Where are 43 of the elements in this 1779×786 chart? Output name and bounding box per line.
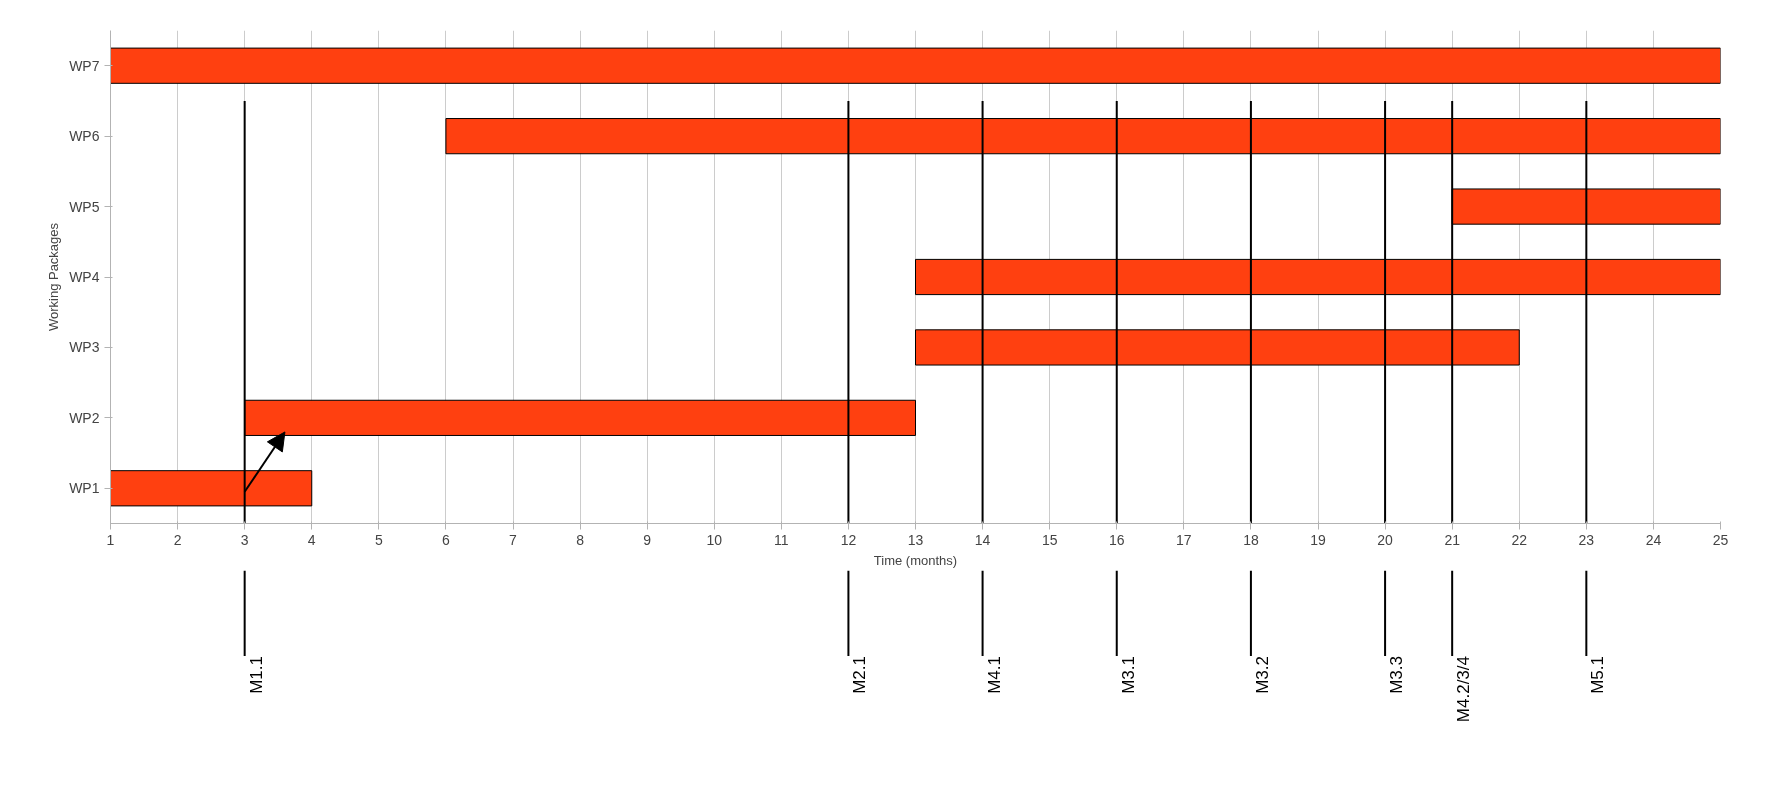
x-tick-label: 21: [1444, 531, 1461, 548]
x-tick-label: 16: [1108, 531, 1125, 548]
x-tick-label: 9: [643, 531, 652, 548]
ref-line-label: M2.1: [850, 656, 870, 694]
x-tick-label: 2: [173, 531, 182, 548]
y-tick-label: WP3: [69, 339, 100, 356]
ref-line-label: M5.1: [1588, 656, 1608, 694]
ref-line-label: M3.1: [1118, 656, 1138, 694]
ref-line-label: M3.3: [1387, 656, 1407, 694]
x-tick-label: 23: [1578, 531, 1595, 548]
y-axis-title: Working Packages: [46, 222, 62, 332]
x-tick-label: 18: [1243, 531, 1259, 548]
x-tick-label: 12: [840, 531, 857, 548]
x-tick-label: 11: [774, 531, 789, 548]
x-tick-label: 19: [1310, 531, 1326, 548]
x-tick-label: 24: [1645, 531, 1662, 548]
x-tick-label: 15: [1041, 531, 1058, 548]
x-tick-label: 7: [509, 531, 518, 548]
ref-line-label: M1.1: [246, 656, 266, 694]
ref-line-label: M3.2: [1252, 656, 1272, 694]
x-tick-label: 8: [576, 531, 585, 548]
bar: [110, 47, 1721, 84]
x-tick-label: 17: [1176, 531, 1192, 548]
x-tick-label: 10: [706, 531, 723, 548]
y-tick-label: WP1: [69, 480, 100, 497]
y-tick-label: WP5: [69, 198, 100, 215]
y-tick-label: WP2: [69, 409, 100, 426]
x-tick-label: 5: [374, 531, 383, 548]
y-tick-label: WP6: [69, 128, 100, 145]
x-tick-label: 6: [442, 531, 451, 548]
x-axis-title: Time (months): [873, 552, 958, 568]
x-tick-label: 25: [1712, 531, 1729, 548]
x-tick-label: 20: [1377, 531, 1394, 548]
x-tick-label: 1: [106, 531, 115, 548]
y-tick-label: WP4: [69, 269, 100, 285]
x-tick-label: 13: [907, 531, 924, 548]
x-tick-label: 4: [307, 531, 316, 548]
x-tick-label: 22: [1511, 531, 1528, 548]
y-tick-label: WP7: [69, 57, 100, 74]
ref-line-label: M4.2/3/4: [1454, 655, 1474, 723]
x-tick-label: 14: [974, 531, 991, 548]
ref-line-label: M4.1: [984, 656, 1004, 694]
x-tick-label: 3: [240, 531, 249, 548]
